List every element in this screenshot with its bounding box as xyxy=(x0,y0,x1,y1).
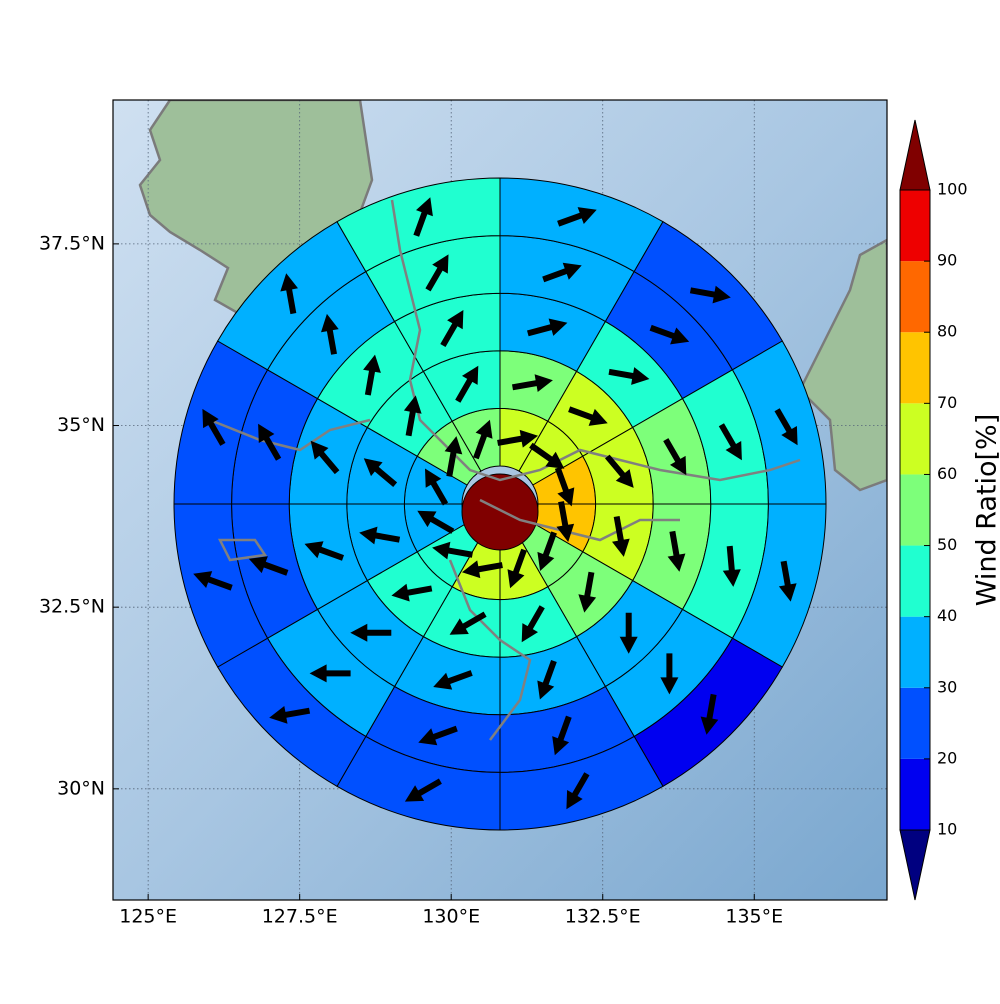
colorbar-tick-label: 60 xyxy=(937,464,957,483)
colorbar-extend-under xyxy=(900,830,930,900)
colorbar-tick-label: 20 xyxy=(937,748,957,767)
x-tick-label: 125°E xyxy=(119,906,177,928)
colorbar: 10 20 30 40 50 60 70 80 90 100 xyxy=(900,120,968,900)
y-tick-label: 37.5°N xyxy=(39,232,105,254)
colorbar-bin xyxy=(900,474,930,545)
colorbar-bin xyxy=(900,332,930,403)
y-tick-label: 30°N xyxy=(57,777,105,799)
colorbar-tick-label: 10 xyxy=(937,820,957,839)
colorbar-bin xyxy=(900,261,930,332)
x-tick-label: 130°E xyxy=(422,906,480,928)
colorbar-bin xyxy=(900,759,930,830)
colorbar-tick-label: 30 xyxy=(937,677,957,696)
colorbar-bin xyxy=(900,190,930,261)
x-tick-label: 127.5°E xyxy=(262,906,338,928)
colorbar-tick-label: 80 xyxy=(937,322,957,341)
y-tick-label: 32.5°N xyxy=(39,596,105,618)
colorbar-extend-over xyxy=(900,120,930,190)
colorbar-tick-label: 70 xyxy=(937,393,957,412)
x-tick-label: 135°E xyxy=(725,906,783,928)
sectors xyxy=(174,178,826,830)
colorbar-tick-label: 100 xyxy=(937,180,968,199)
colorbar-tick-label: 40 xyxy=(937,606,957,625)
colorbar-bin xyxy=(900,688,930,759)
colorbar-bin xyxy=(900,617,930,688)
x-tick-label: 132.5°E xyxy=(565,906,641,928)
colorbar-tick-label: 50 xyxy=(937,535,957,554)
center-cell xyxy=(462,474,538,550)
colorbar-tick-label: 90 xyxy=(937,251,957,270)
colorbar-bin xyxy=(900,546,930,617)
colorbar-bin xyxy=(900,403,930,474)
y-tick-label: 35°N xyxy=(57,414,105,436)
colorbar-label: Wind Ratio[%] xyxy=(972,414,1000,606)
